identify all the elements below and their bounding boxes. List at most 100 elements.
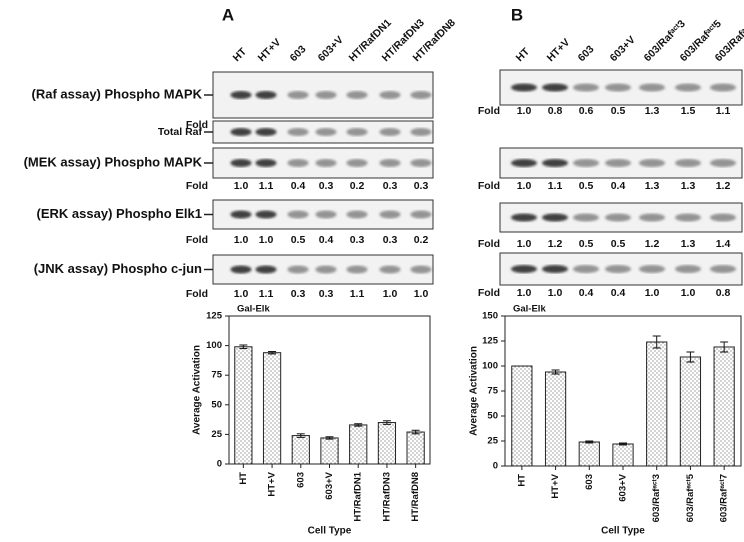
fold-value: 0.3 <box>414 180 429 192</box>
y-tick-label: 0 <box>217 459 222 470</box>
x-tick-label: HT/RafDN3 <box>381 472 392 522</box>
fold-value: 0.5 <box>579 180 594 192</box>
bar <box>544 371 567 467</box>
blot-band <box>410 91 432 99</box>
blot-band <box>255 128 277 136</box>
lane-label: HT <box>514 45 533 64</box>
fold-value: 0.2 <box>414 234 429 246</box>
fold-value: 1.0 <box>517 238 532 250</box>
blot-band <box>379 265 401 274</box>
error-bar <box>411 429 420 435</box>
panel-label: B <box>511 5 523 24</box>
fold-value: 1.2 <box>645 238 660 250</box>
lane-label: 603 <box>288 43 309 64</box>
lane-label: 603 <box>576 43 597 64</box>
blot-band <box>572 213 600 222</box>
fold-value: 1.0 <box>681 287 696 299</box>
fold-value: 1.0 <box>234 180 249 192</box>
blot-band <box>315 210 337 219</box>
fold-value: 0.4 <box>319 234 334 246</box>
blot-band <box>230 159 252 167</box>
fold-value: 1.2 <box>716 180 731 192</box>
bar <box>377 422 397 465</box>
blot-band <box>379 210 401 219</box>
blot-band <box>541 213 569 222</box>
fold-value: 0.5 <box>579 238 594 250</box>
fold-value: 1.1 <box>259 180 274 192</box>
blot-band <box>638 265 666 273</box>
bar <box>349 424 368 465</box>
fold-value: 1.0 <box>234 234 249 246</box>
blot-band <box>255 91 277 99</box>
y-tick-label: 100 <box>482 361 498 372</box>
fold-value: 0.3 <box>319 288 334 300</box>
blot-band <box>287 159 309 167</box>
blot-band <box>638 83 666 92</box>
x-tick-label: HT <box>516 474 527 487</box>
blot-band <box>604 213 632 222</box>
blot-band <box>604 159 632 167</box>
blot-band <box>346 159 368 167</box>
fold-value: 1.0 <box>548 287 563 299</box>
error-bar <box>354 423 363 427</box>
lane-label: HT+V <box>545 36 573 64</box>
fold-value: 0.4 <box>611 287 626 299</box>
lane-label: HT <box>231 45 250 64</box>
blot-band <box>674 265 702 273</box>
blot-band <box>230 128 252 136</box>
x-tick-label: 603+V <box>618 473 629 501</box>
y-axis-label: Average Activation <box>469 346 480 436</box>
blot-band <box>510 83 538 92</box>
blot-band <box>709 213 737 222</box>
x-tick-label: 603/Rafᵃᶜᵗ7 <box>719 474 730 522</box>
fold-value: 0.6 <box>579 105 594 117</box>
blot-band <box>510 159 538 167</box>
blot-label: (JNK assay) Phospho c-jun <box>34 261 202 276</box>
error-bar <box>652 335 661 349</box>
error-bar <box>686 351 695 363</box>
error-bar <box>296 433 305 438</box>
blot-label: (ERK assay) Phospho Elk1 <box>37 206 202 221</box>
blot-band <box>287 128 309 136</box>
blot-band <box>541 159 569 167</box>
blot-band <box>287 210 309 219</box>
blot-band <box>315 128 337 136</box>
fold-label: Fold <box>478 287 500 299</box>
fold-value: 0.3 <box>383 180 398 192</box>
blot-label: (Raf assay) Phospho MAPK <box>32 86 203 101</box>
fold-value: 0.3 <box>291 288 306 300</box>
bar <box>262 352 282 465</box>
bar <box>679 356 702 467</box>
fold-value: 1.1 <box>716 105 731 117</box>
blot-band <box>230 91 252 99</box>
blot-band <box>674 213 702 222</box>
bar <box>713 346 735 467</box>
blot-band <box>346 128 368 136</box>
blot-band <box>572 265 600 273</box>
blot-band <box>541 265 569 273</box>
fold-value: 0.3 <box>350 234 365 246</box>
y-tick-label: 75 <box>211 370 222 381</box>
fold-value: 0.8 <box>548 105 563 117</box>
x-tick-label: HT+V <box>550 473 561 498</box>
bar <box>646 341 668 467</box>
error-bar <box>382 420 391 425</box>
fold-label: Fold <box>186 119 208 131</box>
fold-value: 0.2 <box>350 180 365 192</box>
blot-band <box>510 213 538 222</box>
blot-band <box>255 210 277 219</box>
error-bar <box>720 341 729 353</box>
blot-band <box>379 91 401 99</box>
y-tick-label: 50 <box>487 411 498 422</box>
blot-band <box>572 83 600 92</box>
fold-label: Fold <box>186 180 208 192</box>
fold-label: Fold <box>186 234 208 246</box>
fold-value: 1.1 <box>350 288 365 300</box>
x-tick-label: HT+V <box>267 471 278 496</box>
y-tick-label: 25 <box>487 436 498 447</box>
x-axis-label: Cell Type <box>601 526 645 537</box>
fold-value: 1.1 <box>548 180 563 192</box>
x-tick-label: HT/RafDN1 <box>353 471 364 521</box>
blot-band <box>638 213 666 222</box>
